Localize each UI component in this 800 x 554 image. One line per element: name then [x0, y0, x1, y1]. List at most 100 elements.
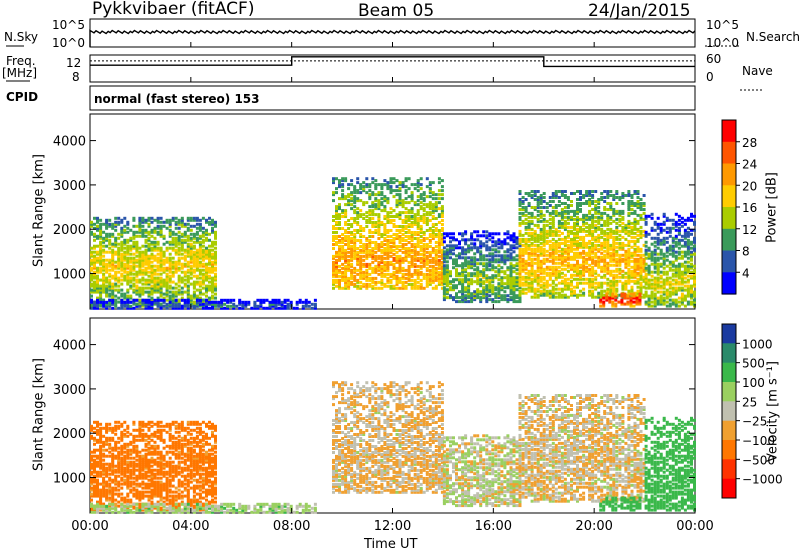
power-cell: [554, 273, 558, 277]
power-cell: [132, 264, 136, 268]
power-cell: [428, 239, 432, 242]
power-cell: [536, 249, 540, 253]
power-cell: [615, 257, 619, 261]
power-cell: [165, 278, 169, 282]
power-cell: [560, 271, 564, 275]
power-cell: [639, 271, 643, 275]
power-cell: [518, 247, 522, 251]
power-cell: [332, 199, 335, 203]
power-cell: [90, 262, 93, 266]
power-cell: [171, 292, 175, 296]
power-cell: [668, 298, 672, 302]
power-cell: [410, 211, 414, 215]
power-cell: [551, 219, 555, 223]
power-cell: [512, 234, 516, 238]
power-cell: [195, 266, 199, 270]
power-cell: [398, 211, 402, 215]
power-cell: [612, 249, 616, 253]
power-cell: [153, 278, 157, 282]
power-cell: [120, 274, 124, 278]
power-cell: [192, 262, 196, 266]
power-cell: [165, 218, 169, 222]
power-cell: [395, 256, 399, 260]
power-cell: [582, 229, 586, 233]
power-cell: [335, 207, 338, 211]
power-cell: [186, 280, 190, 284]
power-cell: [374, 197, 378, 201]
power-cell: [229, 298, 233, 302]
power-cell: [368, 272, 372, 276]
power-cell: [639, 287, 643, 291]
power-cell: [189, 228, 193, 232]
power-cell: [591, 217, 595, 221]
power-cell: [114, 288, 118, 292]
power-cell: [650, 258, 654, 262]
power-cell: [551, 217, 555, 221]
power-cell: [518, 190, 522, 193]
power-cell: [189, 260, 193, 264]
power-cell: [171, 216, 175, 220]
power-cell: [636, 213, 640, 217]
power-cell: [530, 251, 534, 255]
power-cell: [563, 211, 567, 215]
power-cell: [347, 250, 351, 254]
power-cell: [108, 286, 112, 290]
power-cell: [548, 217, 552, 221]
power-cell: [410, 250, 414, 254]
power-cell: [135, 242, 139, 246]
power-cell: [554, 227, 558, 231]
power-cell: [371, 266, 375, 270]
power-cell: [117, 256, 121, 260]
power-cell: [171, 304, 175, 308]
power-cell: [356, 177, 360, 181]
power-cell: [362, 247, 366, 250]
power-cell: [665, 236, 669, 240]
power-cell: [214, 292, 217, 296]
power-cell: [524, 192, 528, 195]
power-cell: [554, 265, 558, 269]
power-cell: [614, 304, 618, 308]
power-cell: [630, 259, 634, 263]
power-cell: [335, 272, 338, 276]
power-cell: [449, 294, 452, 298]
power-cell: [467, 278, 471, 282]
power-cell: [570, 255, 573, 259]
power-cell: [612, 241, 616, 245]
power-cell: [563, 249, 567, 253]
power-cell: [518, 217, 522, 221]
power-cell: [527, 204, 531, 207]
power-cell: [671, 272, 675, 276]
power-cell: [244, 304, 248, 308]
power-cell: [542, 206, 546, 209]
power-cell: [177, 284, 181, 288]
power-cell: [198, 300, 202, 304]
power-cell: [521, 263, 525, 267]
power-cell: [656, 290, 660, 294]
power-cell: [506, 274, 510, 278]
power-cell: [404, 286, 408, 290]
power-cell: [485, 290, 489, 294]
power-cell: [491, 292, 495, 296]
power-cell: [165, 260, 169, 264]
power-cell: [362, 203, 366, 207]
power-cell: [114, 260, 118, 264]
power-cell: [611, 294, 615, 298]
power-cell: [482, 230, 486, 234]
power-cell: [588, 192, 592, 195]
power-cell: [533, 273, 537, 277]
power-cell: [183, 254, 187, 258]
power-cell: [120, 242, 124, 246]
power-cell: [174, 268, 178, 272]
power-cell: [398, 241, 402, 244]
power-cell: [195, 236, 199, 240]
power-cell: [639, 249, 643, 253]
power-cell: [560, 247, 564, 251]
power-cell: [633, 221, 637, 225]
power-cell: [488, 288, 492, 292]
power-cell: [500, 240, 504, 244]
power-cell: [205, 268, 208, 272]
power-cell: [141, 278, 145, 282]
power-cell: [618, 219, 622, 223]
power-cell: [253, 300, 257, 304]
power-cell: [536, 206, 540, 209]
